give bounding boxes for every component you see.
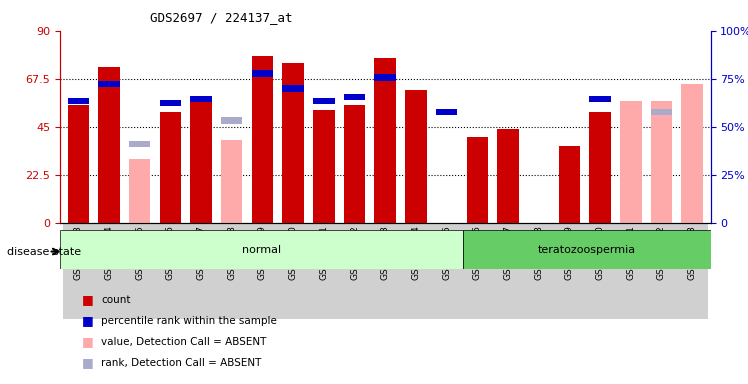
Bar	[497, 129, 519, 223]
Bar	[308, 223, 339, 319]
Bar	[524, 223, 554, 319]
Bar	[375, 58, 396, 223]
Text: rank, Detection Call = ABSENT: rank, Detection Call = ABSENT	[101, 358, 261, 368]
Bar	[559, 146, 580, 223]
Text: percentile rank within the sample: percentile rank within the sample	[101, 316, 277, 326]
Bar	[589, 112, 611, 223]
Bar	[585, 223, 616, 319]
Bar	[651, 109, 672, 115]
Bar	[344, 105, 365, 223]
Bar	[313, 110, 334, 223]
Bar	[129, 159, 150, 223]
Text: ■: ■	[82, 356, 94, 369]
Bar	[313, 98, 334, 104]
Bar	[247, 223, 278, 319]
Text: value, Detection Call = ABSENT: value, Detection Call = ABSENT	[101, 337, 266, 347]
Bar	[251, 56, 273, 223]
Bar	[129, 141, 150, 147]
Bar	[155, 223, 186, 319]
FancyBboxPatch shape	[60, 230, 463, 269]
Bar	[651, 101, 672, 223]
Bar	[67, 98, 89, 104]
Bar	[370, 223, 401, 319]
Bar	[190, 97, 212, 223]
Bar	[646, 223, 677, 319]
Text: teratozoospermia: teratozoospermia	[538, 245, 636, 255]
Text: count: count	[101, 295, 130, 305]
Text: ■: ■	[82, 314, 94, 327]
Bar	[278, 223, 308, 319]
Bar	[493, 223, 524, 319]
Text: normal: normal	[242, 245, 280, 255]
Bar	[251, 70, 273, 76]
Bar	[98, 81, 120, 87]
Bar	[436, 109, 457, 115]
Bar	[339, 223, 370, 319]
Text: ■: ■	[82, 293, 94, 306]
Bar	[63, 223, 94, 319]
Bar	[221, 117, 242, 124]
Bar	[67, 105, 89, 223]
Bar	[124, 223, 155, 319]
Bar	[283, 85, 304, 91]
Bar	[401, 223, 432, 319]
Text: disease state: disease state	[7, 247, 85, 257]
Bar	[462, 223, 493, 319]
Bar	[616, 223, 646, 319]
Bar	[681, 84, 703, 223]
Bar	[159, 100, 181, 106]
Bar	[467, 137, 488, 223]
Bar	[405, 91, 426, 223]
Bar	[620, 101, 642, 223]
Bar	[94, 223, 124, 319]
FancyBboxPatch shape	[463, 230, 711, 269]
Bar	[677, 223, 708, 319]
Bar	[589, 96, 611, 102]
Bar	[98, 67, 120, 223]
Bar	[221, 139, 242, 223]
Bar	[283, 63, 304, 223]
Bar	[216, 223, 247, 319]
Text: GDS2697 / 224137_at: GDS2697 / 224137_at	[150, 12, 292, 25]
Bar	[344, 94, 365, 100]
Bar	[432, 223, 462, 319]
Bar	[190, 96, 212, 102]
Text: ■: ■	[82, 335, 94, 348]
Bar	[186, 223, 216, 319]
Bar	[375, 74, 396, 81]
Bar	[554, 223, 585, 319]
Bar	[159, 112, 181, 223]
